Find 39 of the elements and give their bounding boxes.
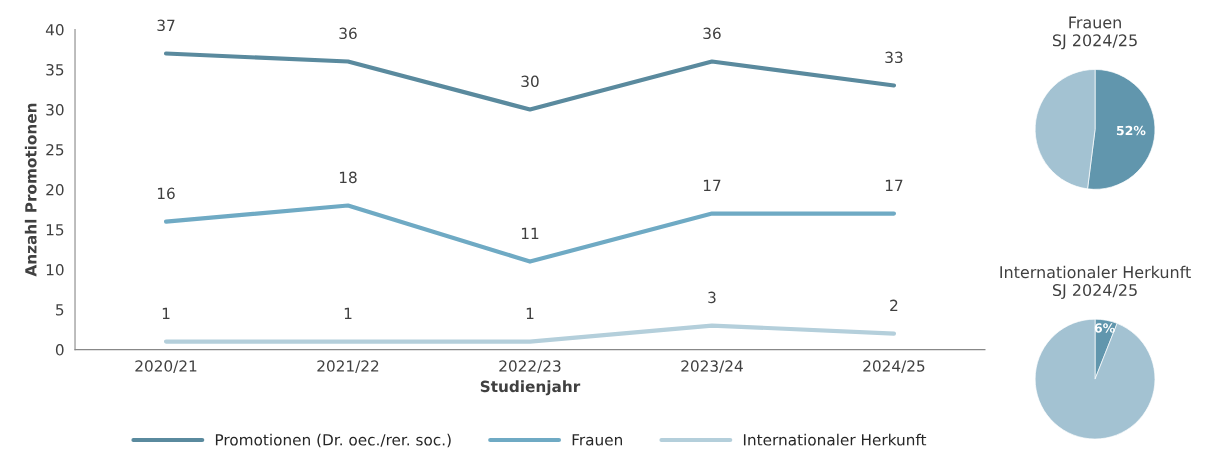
- y-tick-label: 30: [46, 103, 64, 116]
- data-label: 37: [157, 19, 175, 32]
- y-tick-label: 40: [45, 23, 64, 36]
- data-label: 3: [708, 291, 716, 304]
- pie-slice: [1034, 318, 1156, 440]
- x-tick-label: 2020/21: [135, 360, 197, 374]
- y-tick-label: 5: [56, 304, 64, 316]
- legend-label: Internationaler Herkunft: [743, 433, 927, 446]
- data-label: 36: [339, 27, 357, 40]
- data-label: 36: [703, 27, 721, 40]
- y-tick-label: 20: [46, 184, 64, 196]
- x-tick-label: 2024/25: [863, 360, 925, 374]
- data-label: 30: [521, 75, 539, 88]
- data-label: 1: [162, 307, 170, 319]
- data-label: 2: [890, 299, 898, 311]
- chart-title: Internationaler Herkunft SJ 2024/25: [1000, 265, 1191, 300]
- x-tick-label: 2022/23: [499, 360, 561, 374]
- y-tick-label: 15: [46, 224, 64, 236]
- data-label: 1: [526, 307, 534, 319]
- x-tick-label: 2023/24: [681, 360, 743, 374]
- data-label: 11: [521, 227, 539, 239]
- y-tick-label: 35: [46, 63, 64, 76]
- legend-label: Frauen: [572, 434, 622, 446]
- data-label: 16: [157, 187, 175, 200]
- data-label: 52%: [1116, 125, 1146, 136]
- data-label: 17: [885, 179, 903, 191]
- y-axis-title: Anzahl Promotionen: [24, 103, 37, 277]
- x-tick-label: 2021/22: [317, 360, 379, 374]
- data-label: 17: [703, 179, 721, 191]
- data-label: 18: [339, 171, 357, 184]
- y-tick-label: 0: [55, 344, 64, 356]
- line-series: [163, 203, 897, 264]
- y-tick-label: 25: [46, 144, 64, 156]
- legend-label: Promotionen (Dr. oec./rer. soc.): [215, 433, 451, 448]
- x-axis-title: Studienjahr: [480, 380, 581, 396]
- data-label: 33: [885, 51, 903, 64]
- y-tick-label: 10: [46, 264, 64, 276]
- data-label: 1: [344, 307, 352, 319]
- chart-title: Frauen SJ 2024/25: [1052, 16, 1137, 50]
